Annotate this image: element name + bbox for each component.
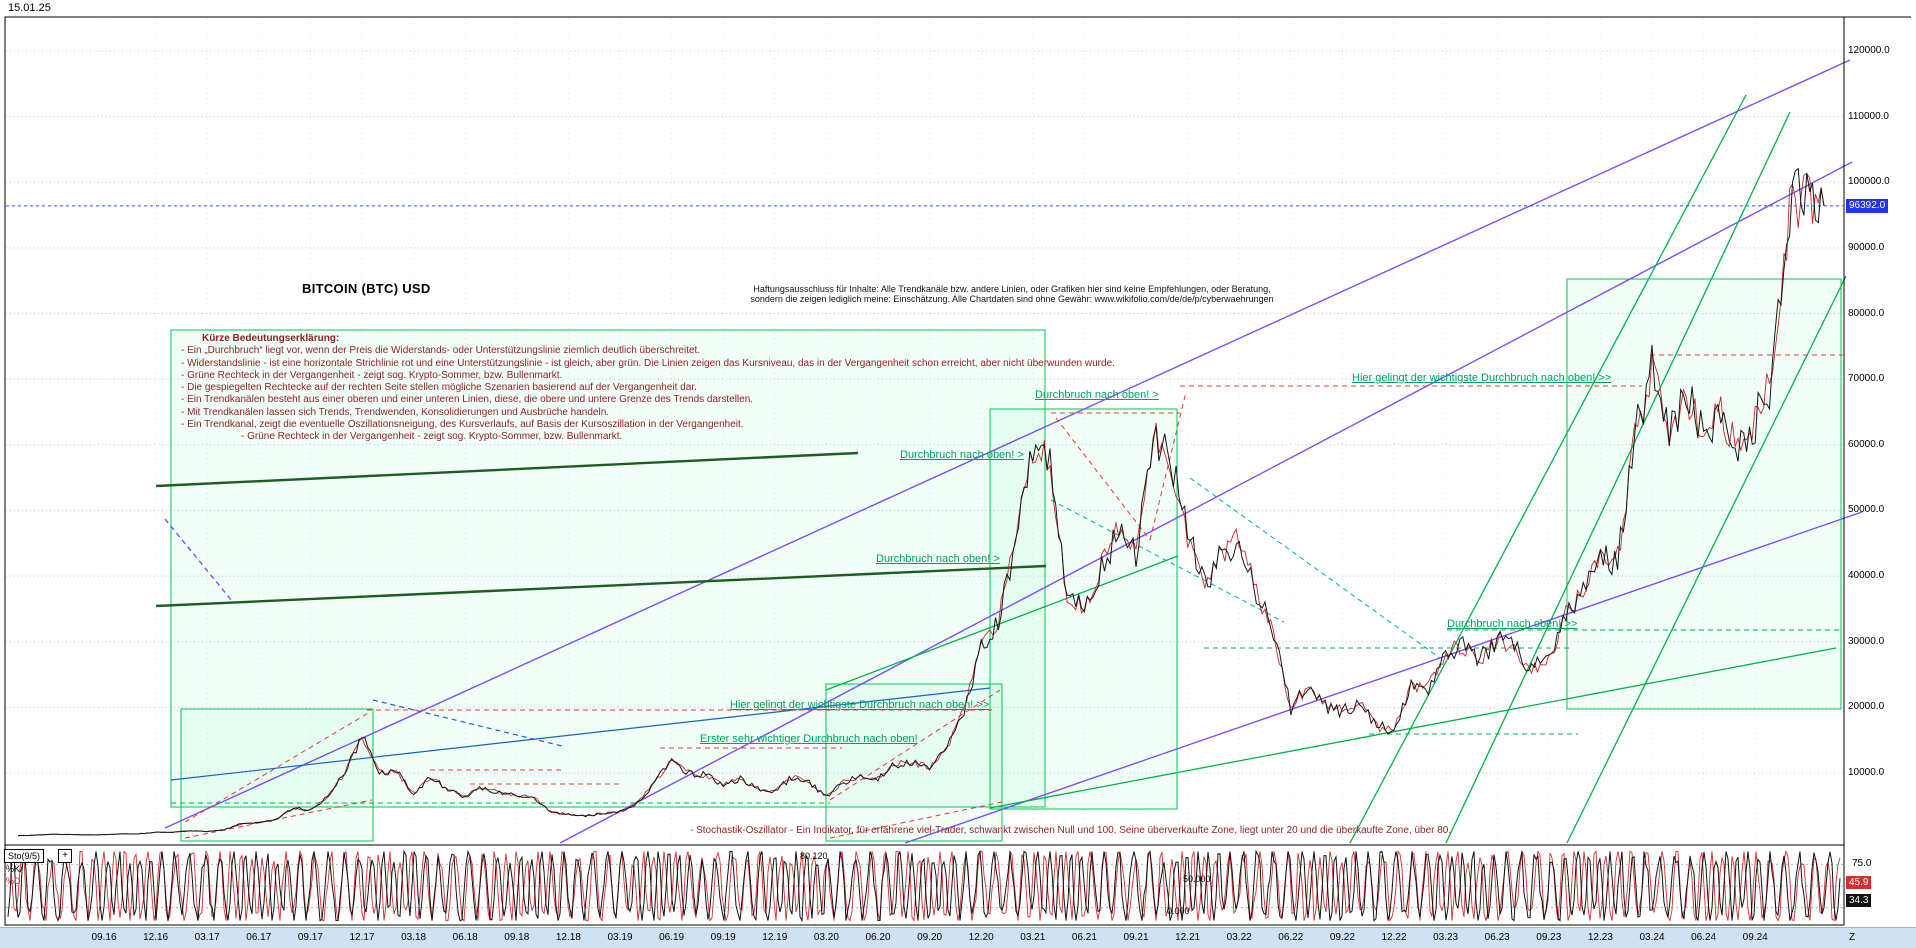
breakout-annotation: Durchbruch nach oben! > (900, 449, 1024, 461)
breakout-annotation: Erster sehr wichtiger Durchbruch nach ob… (700, 733, 918, 745)
y-axis-label: 90000.0 (1848, 241, 1885, 253)
stochastic-scale-label: 75.0 (1852, 858, 1872, 869)
x-axis-label: 03.21 (1020, 932, 1046, 943)
x-axis-label: 12.20 (968, 932, 994, 943)
x-axis-label: 06.22 (1278, 932, 1304, 943)
disclaimer-line-1: Haftungsausschluss für Inhalte: Alle Tre… (753, 284, 1271, 294)
support-lines-green-dashed (171, 629, 1840, 804)
disclaimer-text: Haftungsausschluss für Inhalte: Alle Tre… (712, 284, 1312, 304)
legend-explanation-line: - Mit Trendkanälen lassen sich Trends, T… (181, 406, 610, 418)
add-indicator-button[interactable]: + (58, 849, 72, 863)
grid-lines (6, 18, 1843, 844)
x-axis-label: 12.21 (1175, 932, 1201, 943)
y-axis-label: 100000.0 (1848, 176, 1890, 188)
y-axis-label: 60000.0 (1848, 438, 1885, 450)
x-axis-label: 12.22 (1381, 932, 1407, 943)
breakout-annotation: Durchbruch nach oben! > (876, 553, 1000, 565)
legend-explanation-line: - Ein „Durchbruch“ liegt vor, wenn der P… (181, 345, 701, 357)
legend-explanation-line: - Die gespiegelten Rechtecke auf der rec… (181, 382, 697, 394)
mirror-scenario-rect (1566, 278, 1842, 710)
y-axis-label: 10000.0 (1848, 767, 1885, 778)
y-axis-label: 80000.0 (1848, 307, 1885, 319)
trend-lines-green (825, 94, 1847, 844)
stochastic-description: - Stochastik-Oszillator - Ein Indikator,… (690, 825, 1452, 836)
x-axis-label: 09.23 (1536, 932, 1562, 943)
x-axis-label: 09.17 (297, 932, 323, 943)
bull-zone-rect (989, 408, 1178, 810)
bull-zone-rect (170, 329, 1046, 808)
x-axis-label: 12.19 (762, 932, 788, 943)
x-axis-label: 09.16 (91, 932, 117, 943)
x-axis-label: 06.18 (452, 932, 478, 943)
stochastic-k-label: %K/ (6, 864, 23, 874)
breakout-annotation: Hier gelingt der wichtigste Durchbruch n… (730, 699, 990, 711)
x-axis-label: 06.23 (1484, 932, 1510, 943)
x-axis-label: 09.21 (1123, 932, 1149, 943)
x-axis-label: 03.24 (1639, 932, 1665, 943)
x-axis-label: 03.17 (194, 932, 220, 943)
stochastic-level-label: 0.000 (1167, 906, 1190, 916)
x-axis-label: 06.20 (865, 932, 891, 943)
resistance-lines-darkgreen (155, 451, 1047, 608)
legend-explanation-line: - Grüne Rechteck in der Vergangenheit - … (241, 431, 623, 443)
x-axis-label: 06.24 (1691, 932, 1717, 943)
breakout-annotation: Hier gelingt der wichtigste Durchbruch n… (1352, 372, 1612, 384)
trend-lines-cyan-dashed (1050, 477, 1441, 659)
trend-lines-blue (170, 687, 991, 781)
x-axis-label: 09.22 (1329, 932, 1355, 943)
stochastic-indicator-label[interactable]: Sto(9/5) (4, 849, 45, 863)
x-axis-label: 09.24 (1742, 932, 1768, 943)
x-axis-label: 12.18 (555, 932, 581, 943)
y-axis-label: 40000.0 (1848, 570, 1885, 582)
x-axis-label: 03.22 (1226, 932, 1252, 943)
x-axis-band[interactable]: Z 09.16 12.16 03.17 06.17 09.17 12.17 03.18 06.… (0, 927, 1916, 948)
x-axis-label: 09.20 (917, 932, 943, 943)
stochastic-d-label: %D (6, 876, 21, 886)
x-axis-label: 12.16 (143, 932, 169, 943)
chart-title: BITCOIN (BTC) USD (302, 281, 431, 296)
disclaimer-line-2: sondern die zeigen lediglich meine: Eins… (750, 294, 1274, 304)
x-axis-label: 06.19 (659, 932, 685, 943)
chart-date: 15.01.25 (8, 2, 51, 14)
legend-explanation-line: - Grüne Rechteck in der Vergangenheit - … (181, 369, 563, 381)
legend-explanation-block: Kürze Bedeutungserklärung: - Ein „Durchb… (181, 333, 1115, 444)
stochastic-level-label: 50.000 (1183, 874, 1211, 884)
y-axis-label: 120000.0 (1848, 44, 1890, 56)
x-axis-label: 09.19 (710, 932, 736, 943)
y-axis-label: 20000.0 (1848, 701, 1885, 713)
legend-explanation-line: - Ein Trendkanälen besteht aus einer obe… (181, 394, 754, 406)
x-axis-label: 03.19 (607, 932, 633, 943)
breakout-annotation: Durchbruch nach oben! > (1035, 389, 1159, 401)
stochastic-k-value-badge: 34.3 (1846, 894, 1872, 907)
x-axis-label: 03.20 (813, 932, 839, 943)
y-axis-label: 70000.0 (1848, 373, 1885, 385)
btc-price-series (17, 167, 1825, 837)
y-axis-label: 110000.0 (1848, 110, 1889, 122)
x-axis-label: 06.21 (1071, 932, 1097, 943)
x-axis-label: 03.23 (1433, 932, 1459, 943)
y-axis-label: 30000.0 (1848, 635, 1885, 647)
current-price-badge: 96392.0 (1846, 198, 1889, 213)
x-axis-label: 12.23 (1587, 932, 1613, 943)
x-axis-label: 12.17 (349, 932, 375, 943)
chart-frame (4, 16, 1911, 926)
stochastic-d-value-badge: 45.9 (1846, 876, 1872, 889)
y-axis-label: 50000.0 (1848, 504, 1885, 516)
x-axis-label: 06.17 (246, 932, 272, 943)
x-axis-label: 09.18 (504, 932, 530, 943)
stochastic-series (6, 849, 1843, 923)
x-axis-label: 03.18 (401, 932, 427, 943)
legend-explanation-line: - Ein Trendkanal, zeigt die eventuelle O… (181, 419, 744, 431)
x-axis-end-label: Z (1849, 932, 1856, 943)
legend-explanation-line: - Widerstandslinie - ist eine horizontal… (181, 357, 1115, 369)
breakout-annotation: Durchbruch nach oben! >> (1447, 618, 1578, 630)
legend-explanation-heading: Kürze Bedeutungserklärung: (202, 333, 340, 344)
stochastic-level-label: 80.120 (800, 851, 828, 861)
